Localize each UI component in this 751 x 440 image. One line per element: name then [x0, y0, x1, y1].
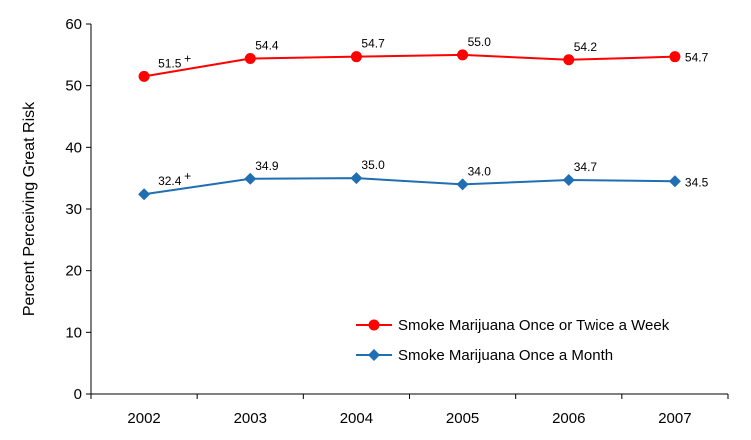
x-tick-label: 2007	[658, 410, 691, 427]
y-tick-label: 30	[65, 201, 82, 218]
data-label: 35.0	[361, 158, 385, 172]
data-label: 34.0	[468, 164, 492, 178]
data-point-marker	[350, 172, 363, 185]
x-tick-label: 2005	[446, 410, 479, 427]
data-point-marker	[457, 49, 469, 61]
legend-label: Smoke Marijuana Once a Month	[398, 347, 613, 364]
x-tick-label: 2003	[234, 410, 267, 427]
y-tick-label: 60	[65, 16, 82, 33]
data-point-marker	[562, 174, 575, 187]
x-tick-label: 2002	[127, 410, 160, 427]
data-label: 32.4	[158, 174, 182, 188]
data-point-marker	[668, 175, 681, 188]
data-point-marker	[244, 172, 257, 185]
legend-marker	[368, 319, 380, 331]
y-tick-label: 40	[65, 139, 82, 156]
series-line	[143, 53, 675, 78]
y-tick-label: 10	[65, 324, 82, 341]
legend-marker	[368, 349, 380, 361]
data-point-marker	[138, 188, 151, 201]
y-tick-label: 50	[65, 78, 82, 95]
data-label: 55.0	[468, 35, 492, 49]
x-tick-label: 2006	[552, 410, 585, 427]
data-label: 54.7	[685, 51, 709, 65]
data-point-marker	[138, 70, 150, 82]
data-label: 34.9	[255, 159, 279, 173]
data-point-marker	[244, 53, 256, 65]
y-tick-label: 20	[65, 263, 82, 280]
x-tick-label: 2004	[340, 410, 373, 427]
legend-label: Smoke Marijuana Once or Twice a Week	[398, 317, 670, 334]
data-point-marker	[456, 178, 469, 191]
data-label-superscript: +	[184, 51, 191, 65]
data-point-marker	[669, 51, 681, 63]
data-label-superscript: +	[184, 169, 191, 183]
plot-area: 0 10 20 30 40 50 60 2002 2003 2004 2005 2006 2007 51.…	[65, 16, 729, 427]
y-axis-title: Percent Perceiving Great Risk	[21, 101, 38, 316]
data-label: 54.7	[361, 37, 385, 51]
data-label: 51.5	[158, 56, 182, 70]
y-tick-label: 0	[74, 386, 82, 403]
series-line	[143, 177, 675, 196]
data-label: 34.7	[574, 160, 598, 174]
data-point-marker	[563, 54, 575, 66]
data-label: 34.5	[685, 175, 709, 189]
data-label: 54.2	[574, 40, 598, 54]
data-point-marker	[350, 51, 362, 63]
data-label: 54.4	[255, 39, 279, 53]
